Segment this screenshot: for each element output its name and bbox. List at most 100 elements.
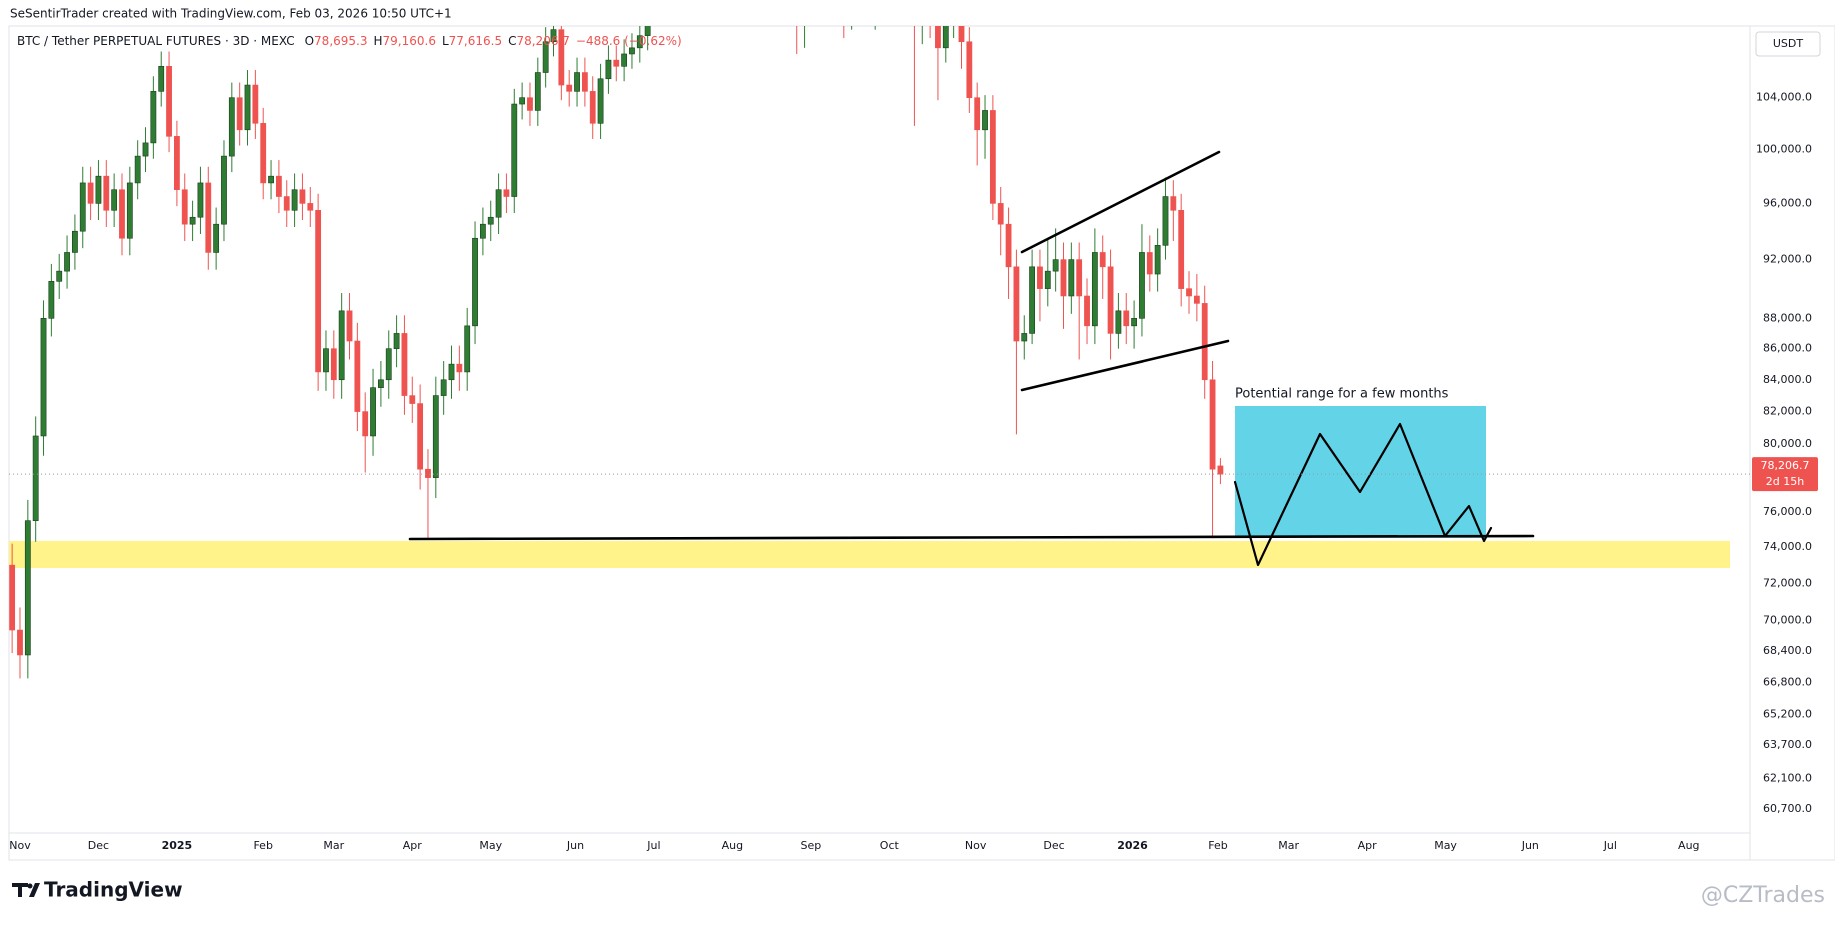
logo-icon xyxy=(12,883,40,897)
change: −488.6 (−0.62%) xyxy=(576,34,682,48)
projected-path xyxy=(1233,422,1493,567)
x-tick-label: Nov xyxy=(965,839,987,852)
candle-body xyxy=(1123,310,1130,327)
x-tick-label: Aug xyxy=(722,839,743,852)
y-tick-label: 80,000.0 xyxy=(1763,437,1812,450)
y-tick-label: 70,000.0 xyxy=(1763,614,1812,627)
y-tick-label: 82,000.0 xyxy=(1763,405,1812,418)
currency-box xyxy=(1755,31,1821,57)
candle-body xyxy=(307,203,314,211)
y-tick-label: 72,000.0 xyxy=(1763,576,1812,589)
candle-body xyxy=(527,97,533,111)
candle-body xyxy=(103,175,110,211)
candle-body xyxy=(299,189,306,204)
candle-body xyxy=(1068,259,1075,297)
candle-body xyxy=(275,175,282,197)
candle-body xyxy=(519,97,526,105)
candle-body xyxy=(119,189,125,239)
candle-body xyxy=(464,325,471,373)
candle-body xyxy=(9,564,16,631)
x-tick-label: Aug xyxy=(1678,839,1699,852)
candle-body xyxy=(221,155,227,225)
symbol-title: BTC / Tether PERPETUAL FUTURES · 3D · ME… xyxy=(17,34,295,48)
x-tick-label: 2026 xyxy=(1117,839,1148,852)
candle-body xyxy=(966,41,973,98)
candle-body xyxy=(597,78,604,124)
candle-body xyxy=(566,84,573,92)
candle-body xyxy=(1037,266,1043,289)
x-tick-label: Nov xyxy=(9,839,31,852)
candle-body xyxy=(982,110,988,131)
y-tick-label: 76,000.0 xyxy=(1763,505,1812,518)
candle-body xyxy=(354,340,361,412)
candle-body xyxy=(1091,252,1098,327)
candle-body xyxy=(158,66,165,92)
candle-body xyxy=(432,395,439,478)
candle-body xyxy=(542,41,549,73)
candle-body xyxy=(1084,295,1090,327)
candle-body xyxy=(935,26,941,49)
candle-body xyxy=(644,26,651,36)
candle-body xyxy=(1139,252,1145,319)
candle-body xyxy=(605,59,612,80)
candle-body xyxy=(111,189,118,211)
candle-body xyxy=(64,252,70,272)
candle-body xyxy=(1005,223,1012,268)
candle-body xyxy=(205,182,212,253)
candle-body xyxy=(440,379,447,396)
candle-body xyxy=(629,47,635,55)
candle-body xyxy=(1076,259,1083,297)
candle-body xyxy=(32,435,39,521)
candle-body xyxy=(997,203,1004,225)
candle-body xyxy=(621,53,628,67)
candle-body xyxy=(48,281,55,319)
candle-body xyxy=(268,175,274,184)
candle-body xyxy=(409,395,416,404)
candle-body xyxy=(370,387,376,437)
candle-body xyxy=(613,59,620,67)
y-tick-label: 96,000.0 xyxy=(1763,196,1812,209)
y-tick-label: 92,000.0 xyxy=(1763,253,1812,266)
candle-body xyxy=(252,84,259,124)
candle-body xyxy=(1052,259,1059,272)
candle-body xyxy=(142,142,149,157)
y-tick-label: 65,200.0 xyxy=(1763,707,1812,720)
candle-body xyxy=(330,348,337,381)
range-box xyxy=(1235,406,1486,538)
candle-body xyxy=(79,182,86,232)
candle-body xyxy=(958,26,965,43)
candle-body xyxy=(558,29,565,86)
currency: USDT xyxy=(1773,37,1804,50)
candle-body xyxy=(1013,266,1020,342)
x-tick-label: Dec xyxy=(88,839,109,852)
support-line xyxy=(408,534,1535,541)
candle-body xyxy=(56,270,63,282)
candle-body xyxy=(1131,318,1137,327)
candle-body xyxy=(456,363,463,373)
candles xyxy=(9,26,1224,679)
ohlc-value: 79,160.6 xyxy=(383,34,436,48)
drawings xyxy=(408,150,1535,567)
candle-body xyxy=(228,97,235,157)
candle-body xyxy=(1209,379,1216,470)
candle-body xyxy=(197,182,204,218)
candle-body xyxy=(550,29,557,43)
candle-body xyxy=(1146,252,1153,275)
wedge-lower-line xyxy=(1020,339,1230,392)
ohlc-value: 77,616.5 xyxy=(449,34,502,48)
ohlc-value: 78,695.3 xyxy=(314,34,367,48)
ohlc-value: 78,206.7 xyxy=(516,34,569,48)
candle-body xyxy=(581,72,588,92)
candle-body xyxy=(315,209,322,373)
candle-body xyxy=(511,103,518,197)
y-tick-label: 100,000.0 xyxy=(1756,142,1812,155)
candle-body xyxy=(134,155,141,184)
candle-body xyxy=(291,189,298,211)
y-tick-label: 104,000.0 xyxy=(1756,91,1812,104)
candle-body xyxy=(1170,196,1177,211)
candle-body xyxy=(487,216,494,225)
candle-body xyxy=(974,97,981,131)
ohlc-key: H xyxy=(373,34,382,48)
